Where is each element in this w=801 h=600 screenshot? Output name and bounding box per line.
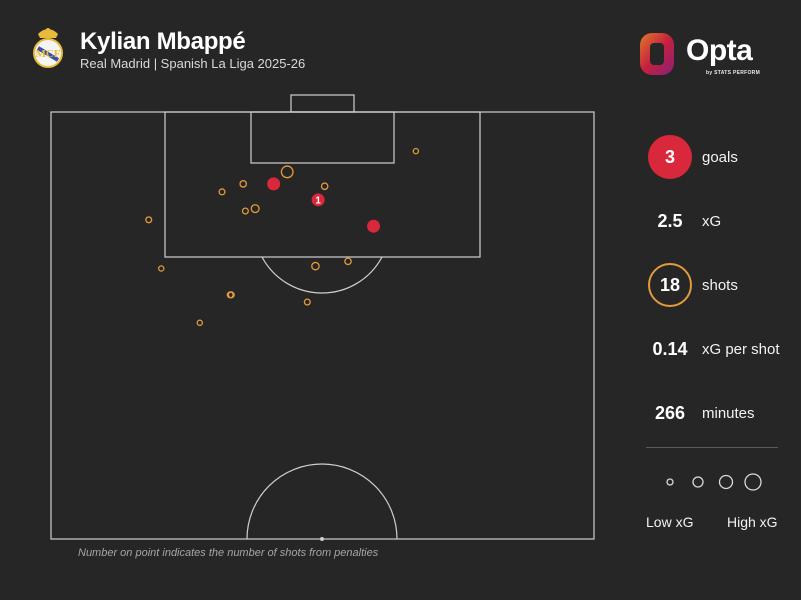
goals-value: 3: [648, 135, 692, 179]
legend-circle-2: [692, 476, 704, 488]
goals-stat: 3 goals: [648, 135, 738, 179]
xg-per-shot-value: 0.14: [652, 338, 688, 359]
penalty-count-label: 1: [315, 195, 321, 206]
shot-point: [239, 180, 248, 188]
shot-point: [227, 291, 235, 299]
shots-stat: 18 shots: [648, 263, 738, 307]
minutes-value: 266: [654, 402, 686, 423]
footnote: Number on point indicates the number of …: [78, 547, 379, 559]
player-name-title: Kylian Mbappé: [80, 28, 246, 55]
goal-shot-point: [267, 177, 281, 191]
opta-wordmark: Opta: [686, 34, 753, 67]
shot-point: [412, 147, 420, 155]
shot-point: [344, 257, 352, 266]
shots-value: 18: [648, 263, 692, 307]
penalty-arc: [261, 256, 383, 294]
team-competition-subtitle: Real Madrid | Spanish La Liga 2025-26: [80, 56, 306, 71]
shots-label: shots: [702, 276, 738, 294]
goal-frame: [290, 94, 355, 113]
shots-layer: 1: [145, 147, 420, 327]
xg-per-shot-label: xG per shot: [702, 340, 780, 358]
pitch-outline: [50, 111, 595, 540]
centre-circle-arc: [246, 463, 398, 540]
minutes-stat: 266 minutes: [648, 391, 755, 435]
xg-per-shot-stat: 0.14 xG per shot: [648, 327, 780, 371]
legend-circle-1: [666, 478, 674, 486]
shot-point: [250, 204, 260, 214]
opta-tagline: by STATS PERFORM: [706, 70, 761, 76]
xg-size-legend: [666, 473, 762, 491]
xg-stat: 2.5 xG: [648, 199, 721, 243]
shot-point: [145, 216, 153, 224]
six-yard-box: [250, 111, 395, 164]
shot-point: [218, 188, 226, 196]
shot-point: [241, 207, 249, 215]
centre-spot: [320, 537, 324, 541]
legend-circle-4: [744, 473, 762, 491]
shot-point: [157, 265, 165, 272]
legend-high-label: High xG: [727, 514, 778, 530]
shot-point: [303, 298, 311, 306]
goal-shot-point: [367, 219, 381, 233]
opta-logo-icon: [640, 33, 674, 75]
minutes-label: minutes: [702, 404, 755, 422]
legend-low-label: Low xG: [646, 514, 694, 530]
goal-shot-point: [311, 193, 325, 207]
real-madrid-crest-icon: MCF: [33, 28, 63, 68]
shot-point: [311, 261, 320, 271]
legend-circle-3: [718, 474, 734, 490]
xg-value: 2.5: [657, 210, 683, 231]
shot-point: [320, 182, 329, 191]
xg-label: xG: [702, 212, 722, 230]
stats-divider: [646, 447, 778, 448]
shot-point: [196, 319, 204, 327]
goals-label: goals: [702, 148, 738, 166]
shot-point: [280, 165, 294, 179]
svg-text:MCF: MCF: [35, 48, 60, 60]
